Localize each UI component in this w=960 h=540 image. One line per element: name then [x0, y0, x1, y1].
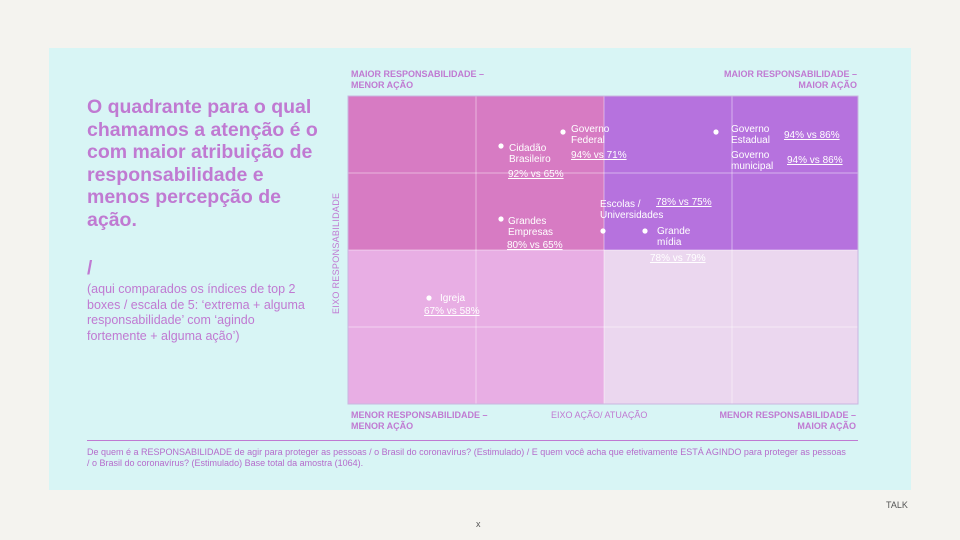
data-point-label: Cidadão Brasileiro: [509, 143, 551, 165]
data-point-value: 92% vs 65%: [508, 169, 564, 180]
data-point-dot: [426, 295, 432, 301]
footnote: De quem é a RESPONSABILIDADE de agir par…: [87, 447, 846, 468]
brand-label: TALK: [886, 500, 908, 510]
data-point-label: Grande mídia: [657, 226, 691, 248]
data-point-dot: [498, 143, 504, 149]
data-point-value: 94% vs 86%: [787, 155, 843, 166]
data-point-value: 80% vs 65%: [507, 240, 563, 251]
data-point-value: 78% vs 75%: [656, 197, 712, 208]
corner-label-bottom-left: MENOR RESPONSABILIDADE – MENOR AÇÃO: [351, 410, 488, 431]
data-point-value: 94% vs 86%: [784, 130, 840, 141]
page-marker: x: [476, 519, 481, 529]
data-point-label: Escolas / Universidades: [600, 199, 663, 221]
data-point-dot: [600, 228, 606, 234]
data-point-label: Governo Federal: [571, 124, 610, 146]
x-axis-label: EIXO AÇÃO/ ATUAÇÃO: [551, 410, 648, 420]
data-point-label: Igreja: [440, 293, 465, 304]
data-point-dot: [498, 216, 504, 222]
data-point-value: 67% vs 58%: [424, 306, 480, 317]
data-point-label: Governo municipal: [731, 150, 773, 172]
data-point-value: 94% vs 71%: [571, 150, 627, 161]
corner-label-top-right: MAIOR RESPONSABILIDADE – MAIOR AÇÃO: [723, 69, 857, 90]
data-point-dot: [642, 228, 648, 234]
data-point-label: Governo Estadual: [731, 124, 770, 146]
data-point-label: Grandes Empresas: [508, 216, 553, 238]
quadrant-bottom-right: [604, 250, 858, 404]
corner-label-bottom-right: MENOR RESPONSABILIDADE – MAIOR AÇÃO: [719, 410, 856, 431]
quadrant-bottom-left: [348, 250, 604, 404]
gridlines: [348, 96, 858, 404]
corner-label-top-left: MAIOR RESPONSABILIDADE – MENOR AÇÃO: [351, 69, 485, 90]
method-note: (aqui comparados os índices de top 2 box…: [87, 282, 305, 343]
headline-slash: /: [87, 258, 93, 279]
quadrant-top-right: [604, 96, 858, 250]
data-point-dot: [713, 129, 719, 135]
data-point-dot: [560, 129, 566, 135]
headline: O quadrante para o qual chamamos a atenç…: [87, 96, 318, 231]
footer-divider: [87, 440, 858, 441]
y-axis-label: EIXO RESPONSABILIDADE: [331, 192, 341, 314]
data-point-value: 78% vs 79%: [650, 253, 706, 264]
quadrant-top-left: [348, 96, 604, 250]
chart-border: [347, 95, 859, 405]
